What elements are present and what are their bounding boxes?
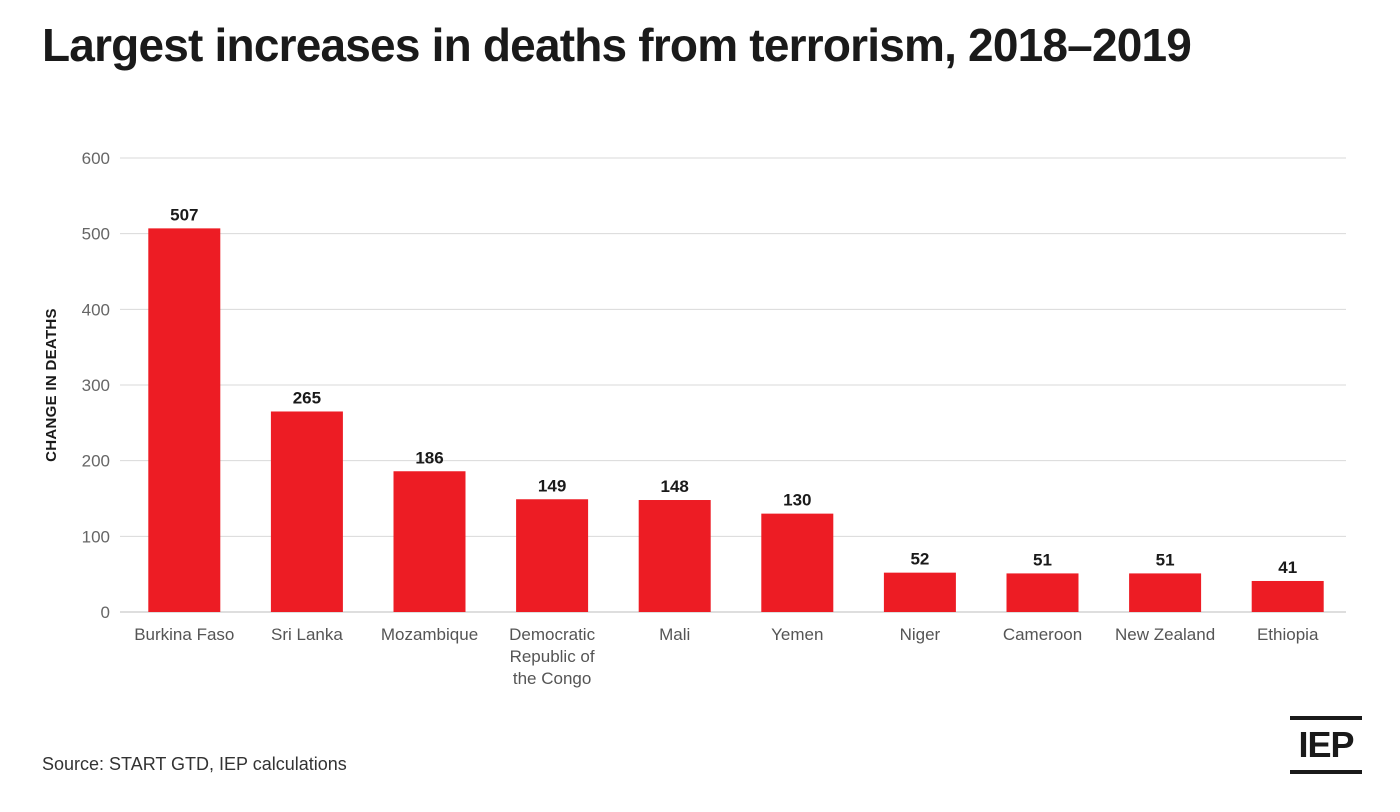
y-axis-ticks: 0 100 200 300 400 500 600 <box>82 149 110 622</box>
category-label: Cameroon <box>1003 625 1082 644</box>
bar-value-label: 148 <box>661 477 689 496</box>
bar <box>1251 580 1324 612</box>
source-note: Source: START GTD, IEP calculations <box>42 754 347 774</box>
logo-bottom-rule <box>1290 770 1362 774</box>
category-label: Sri Lanka <box>271 625 343 644</box>
y-tick-label: 400 <box>82 300 110 319</box>
bar <box>148 228 221 612</box>
category-label: Mozambique <box>381 625 478 644</box>
bar-value-label: 130 <box>783 491 811 510</box>
y-tick-label: 200 <box>82 452 110 471</box>
bar-value-label: 149 <box>538 476 566 495</box>
bar-value-label: 51 <box>1156 550 1175 569</box>
bar-value-label: 265 <box>293 388 321 407</box>
y-tick-label: 300 <box>82 376 110 395</box>
bar <box>393 471 466 612</box>
logo-text: IEP <box>1298 724 1354 765</box>
category-labels: Burkina Faso Sri Lanka Mozambique Democrati… <box>134 625 1319 688</box>
category-label: New Zealand <box>1115 625 1215 644</box>
bar <box>1129 573 1202 612</box>
y-axis-label: CHANGE IN DEATHS <box>43 308 60 462</box>
bar <box>1006 573 1079 612</box>
value-labels: 507 265 186 149 148 130 52 51 51 41 <box>170 205 1297 577</box>
category-label: Mali <box>659 625 690 644</box>
bar-value-label: 41 <box>1278 558 1297 577</box>
bar <box>270 411 343 612</box>
bar-value-label: 51 <box>1033 550 1052 569</box>
y-tick-label: 600 <box>82 149 110 168</box>
bar-value-label: 52 <box>910 550 929 569</box>
bars <box>148 228 1324 612</box>
category-label: Ethiopia <box>1257 625 1319 644</box>
category-label: Yemen <box>771 625 823 644</box>
y-tick-label: 0 <box>101 603 110 622</box>
logo-top-rule <box>1290 716 1362 720</box>
y-tick-label: 100 <box>82 527 110 546</box>
bar <box>638 500 711 612</box>
chart-title: Largest increases in deaths from terrori… <box>42 19 1192 71</box>
y-tick-label: 500 <box>82 225 110 244</box>
category-label: Democratic Republic of the Congo <box>509 625 595 688</box>
bar-value-label: 507 <box>170 205 198 224</box>
category-label: Niger <box>900 625 941 644</box>
iep-logo: IEP <box>1290 716 1362 774</box>
bar <box>883 572 956 612</box>
bar <box>761 513 834 612</box>
bar <box>516 499 589 612</box>
bar-value-label: 186 <box>415 448 443 467</box>
category-label: Burkina Faso <box>134 625 234 644</box>
